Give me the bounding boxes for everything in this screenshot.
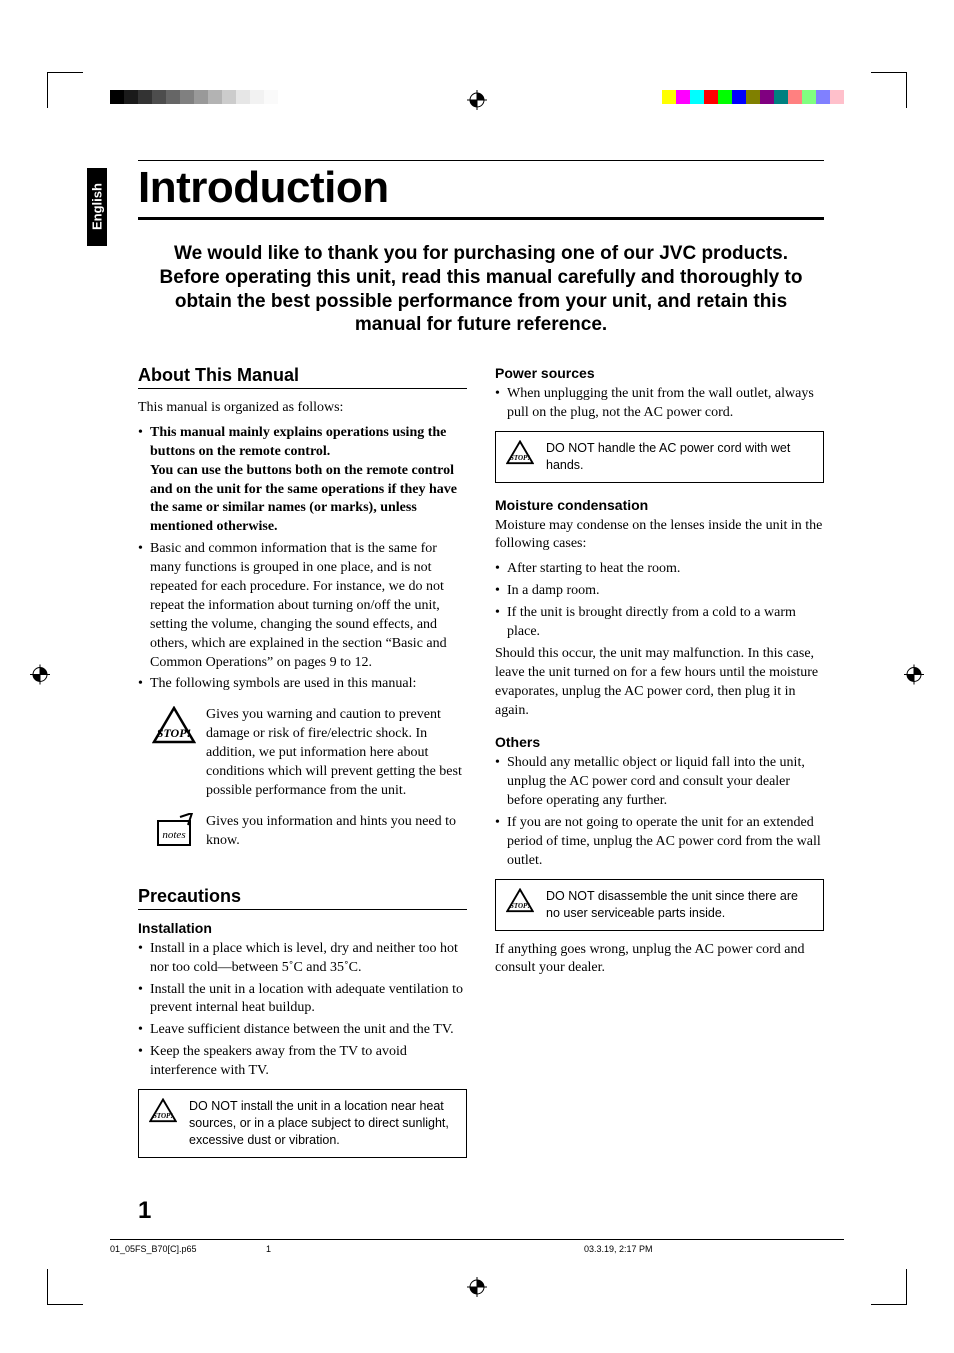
footer: 01_05FS_B70[C].p65 1 03.3.19, 2:17 PM [110,1239,844,1254]
page-title: Introduction [138,160,824,220]
registration-target-icon [30,664,50,689]
list-item: After starting to heat the room. [495,560,824,579]
warning-text: DO NOT disassemble the unit since there … [546,888,813,922]
list-item: In a damp room. [495,582,824,601]
stop-icon: STOP! [138,706,196,751]
stop-icon: STOP! [506,440,536,471]
footer-filename: 01_05FS_B70[C].p65 [110,1244,260,1254]
body-text: Moisture may condense on the lenses insi… [495,517,824,555]
cmyk-colorbar [662,90,844,104]
registration-target-icon [904,664,924,689]
registration-target-icon [467,1277,487,1302]
crop-corner-bl [47,1269,83,1305]
list-item: Leave sufficient distance between the un… [138,1021,467,1040]
intro-paragraph: We would like to thank you for purchasin… [138,242,824,337]
page-content: Introduction We would like to thank you … [138,160,824,1166]
page-number: 1 [138,1197,151,1225]
registration-target-icon [467,90,487,115]
footer-timestamp: 03.3.19, 2:17 PM [584,1244,844,1254]
notes-icon: notes [138,813,196,858]
crop-corner-tr [871,72,907,108]
stop-icon: STOP! [506,888,536,919]
list-item: Install in a place which is level, dry a… [138,940,467,978]
sub-heading: Moisture condensation [495,497,824,513]
left-column: About This Manual This manual is organiz… [138,365,467,1166]
svg-text:notes: notes [162,829,185,841]
sub-heading: Installation [138,920,467,936]
warning-box: STOP! DO NOT install the unit in a locat… [138,1089,467,1158]
list-item: Install the unit in a location with adeq… [138,981,467,1019]
svg-text:STOP!: STOP! [157,726,191,740]
registration-row-bottom [100,1277,854,1293]
list-item: If the unit is brought directly from a c… [495,604,824,642]
gray-colorbar [110,90,292,104]
svg-text:STOP!: STOP! [510,454,530,462]
bold-text: You can use the buttons both on the remo… [150,463,457,535]
warning-text: DO NOT install the unit in a location ne… [189,1098,456,1149]
bold-text: This manual mainly explains operations u… [150,425,446,459]
footer-page: 1 [260,1244,584,1254]
sub-heading: Others [495,734,824,750]
svg-text:STOP!: STOP! [153,1112,173,1120]
registration-row-top [100,90,854,106]
icon-description: Gives you information and hints you need… [206,813,467,851]
sub-heading: Power sources [495,365,824,381]
list-item: Keep the speakers away from the TV to av… [138,1043,467,1081]
icon-description: Gives you warning and caution to prevent… [206,706,467,800]
section-heading: About This Manual [138,365,467,389]
list-item: Should any metallic object or liquid fal… [495,754,824,811]
body-text: Should this occur, the unit may malfunct… [495,645,824,721]
crop-corner-tl [47,72,83,108]
list-item: If you are not going to operate the unit… [495,814,824,871]
section-heading: Precautions [138,886,467,910]
list-item: The following symbols are used in this m… [138,675,467,694]
list-item: Basic and common information that is the… [138,540,467,672]
crop-corner-br [871,1269,907,1305]
warning-box: STOP! DO NOT handle the AC power cord wi… [495,431,824,483]
list-item: This manual mainly explains operations u… [138,424,467,537]
list-item: When unplugging the unit from the wall o… [495,385,824,423]
svg-text:STOP!: STOP! [510,902,530,910]
warning-text: DO NOT handle the AC power cord with wet… [546,440,813,474]
language-tab: English [87,168,107,246]
right-column: Power sources When unplugging the unit f… [495,365,824,1166]
warning-box: STOP! DO NOT disassemble the unit since … [495,879,824,931]
body-text: This manual is organized as follows: [138,399,467,418]
stop-icon: STOP! [149,1098,179,1129]
body-text: If anything goes wrong, unplug the AC po… [495,941,824,979]
